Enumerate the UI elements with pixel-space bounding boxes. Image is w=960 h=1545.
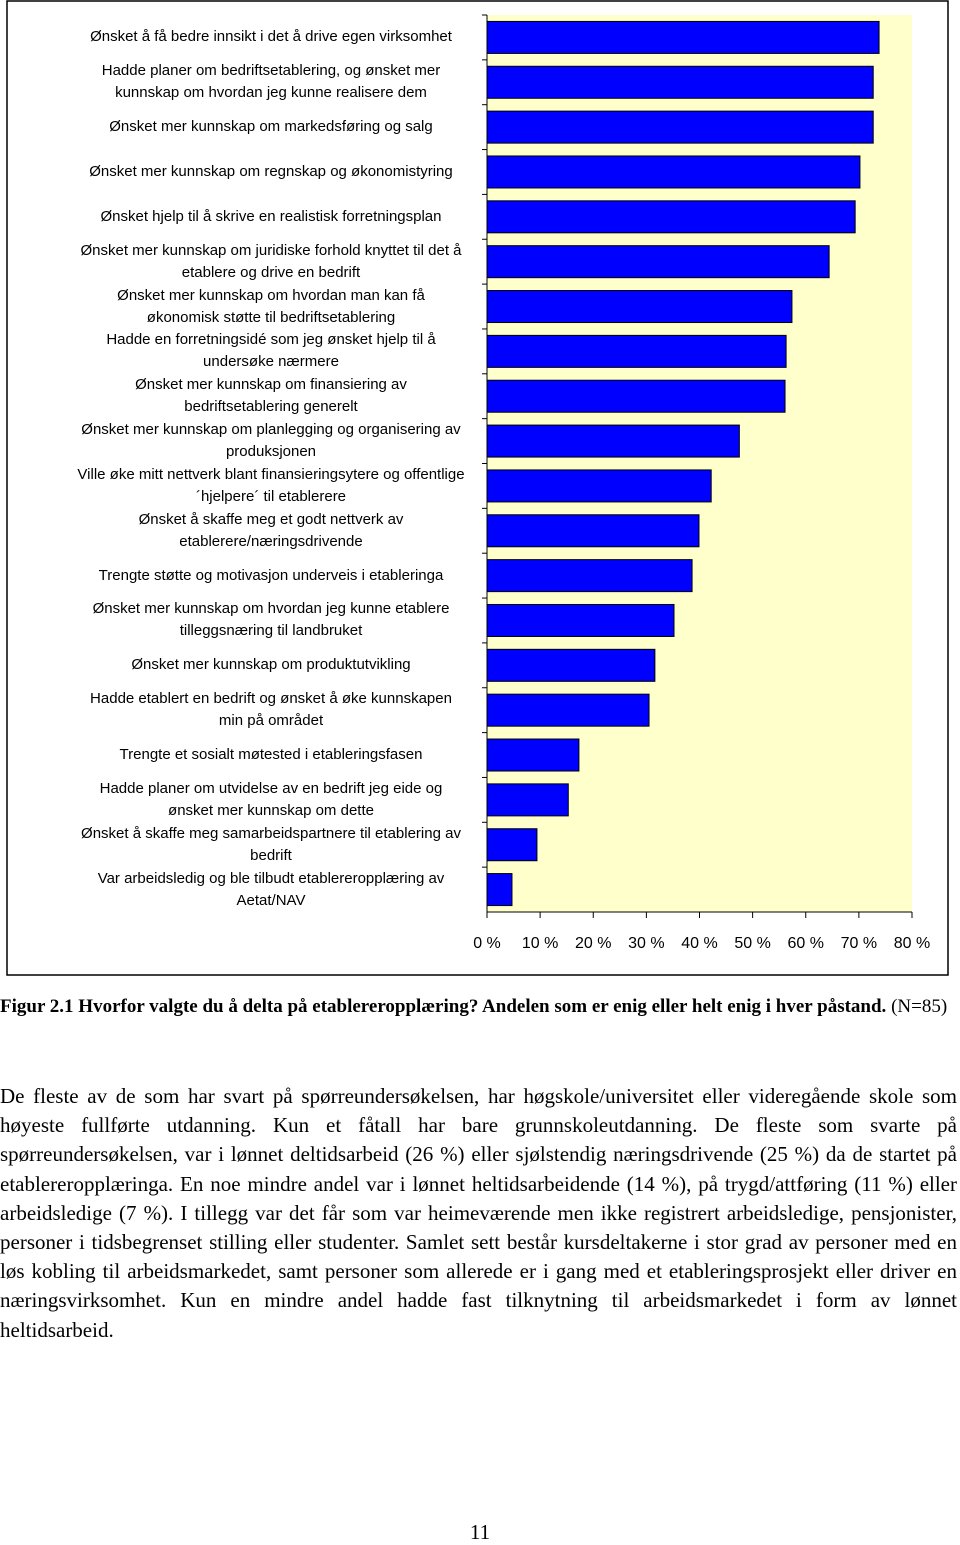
x-tick-label: 80 % — [894, 935, 930, 952]
category-label: Hadde etablert en bedrift og ønsket å øk… — [90, 690, 452, 730]
category-label: Ønsket hjelp til å skrive en realistisk … — [100, 207, 442, 225]
bar — [486, 155, 861, 189]
category-label: Ønsket mer kunnskap om markedsføring og … — [109, 118, 433, 136]
frame — [6, 0, 949, 976]
bar — [486, 379, 786, 413]
bar — [486, 559, 693, 593]
bar — [486, 514, 700, 548]
bar — [486, 110, 874, 144]
category-label: Var arbeidsledig og ble tilbudt etablere… — [97, 869, 445, 909]
bar — [486, 783, 569, 817]
bar — [486, 873, 513, 907]
bar — [486, 245, 830, 279]
bar — [486, 469, 712, 503]
category-label: Hadde en forretningsidé som jeg ønsket h… — [106, 331, 436, 371]
category-label: Trengte støtte og motivasjon underveis i… — [98, 566, 444, 584]
category-label: Ønsket å få bedre innsikt i det å drive … — [90, 28, 452, 46]
caption-note: (N=85) — [891, 996, 948, 1017]
caption-title: Figur 2.1 Hvorfor valgte du å delta på e… — [0, 996, 887, 1017]
category-label: Ønsket mer kunnskap om regnskap og økono… — [89, 162, 453, 180]
x-tick-label: 0 % — [473, 935, 501, 952]
x-tick-label: 20 % — [575, 935, 611, 952]
category-label: Ønsket mer kunnskap om juridiske forhold… — [80, 241, 462, 281]
x-tick-label: 50 % — [734, 935, 770, 952]
bar — [486, 290, 793, 324]
chart-svg: 0 % 10 % 20 % 30 % 40 % 50 % 60 % 70 % 80 % — [6, 0, 949, 976]
category-label: Ønsket mer kunnskap om hvordan man kan f… — [117, 286, 425, 326]
category-label: Ønsket å skaffe meg samarbeidspartnere t… — [81, 824, 461, 864]
x-tick-label: 30 % — [628, 935, 664, 952]
x-tick-label: 10 % — [522, 935, 558, 952]
category-label: Hadde planer om utvidelse av en bedrift … — [99, 779, 443, 819]
paragraph: De fleste av de som har svart på spørreu… — [0, 1084, 957, 1342]
bar — [486, 693, 650, 727]
category-label: Ønsket mer kunnskap om finansiering av b… — [135, 376, 407, 416]
x-tick-label: 40 % — [681, 935, 717, 952]
category-label: Hadde planer om bedriftsetablering, og ø… — [101, 62, 441, 102]
bar — [486, 424, 740, 458]
category-label: Trengte et sosialt møtested i etablering… — [119, 746, 423, 764]
bar — [486, 828, 538, 862]
page-number: 11 — [469, 1520, 491, 1544]
bar — [486, 20, 880, 54]
x-tick-label: 70 % — [841, 935, 877, 952]
category-label: Ønsket mer kunnskap om produktutvikling — [131, 656, 411, 674]
bar — [486, 648, 656, 682]
bar — [486, 65, 874, 99]
plot-area — [487, 15, 912, 912]
bar — [486, 200, 856, 234]
category-label: Ville øke mitt nettverk blant finansieri… — [77, 465, 465, 505]
bar — [486, 334, 787, 368]
bar — [486, 603, 675, 637]
bar — [486, 738, 580, 772]
category-label: Ønsket mer kunnskap om planlegging og or… — [81, 421, 461, 461]
x-tick-label: 60 % — [788, 935, 824, 952]
category-label: Ønsket å skaffe meg et godt nettverk av … — [138, 510, 404, 550]
caption: Figur 2.1 Hvorfor valgte du å delta på e… — [0, 996, 957, 1018]
chart: 0 % 10 % 20 % 30 % 40 % 50 % 60 % 70 % 80 % Ønsk… — [6, 0, 949, 976]
category-label: Ønsket mer kunnskap om hvordan jeg kunne… — [92, 600, 450, 640]
